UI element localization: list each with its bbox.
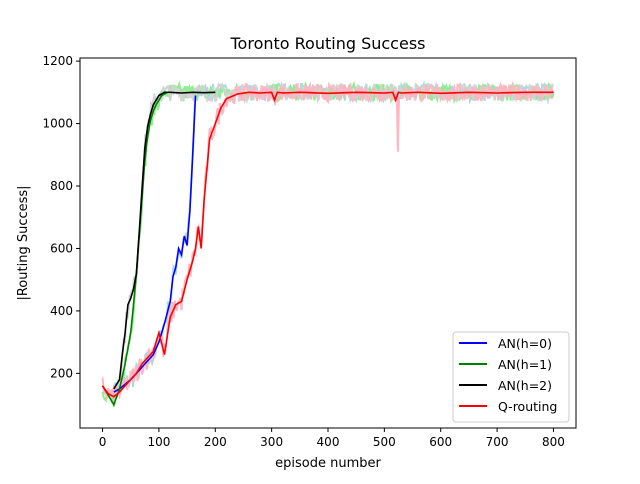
legend-label: AN(h=2) xyxy=(498,378,552,393)
legend-label: AN(h=0) xyxy=(498,336,552,351)
chart-title: Toronto Routing Success xyxy=(230,34,426,53)
x-tick-label: 0 xyxy=(99,435,107,449)
y-tick-label: 600 xyxy=(50,241,73,255)
legend-box xyxy=(452,331,570,423)
x-axis-label: episode number xyxy=(275,456,381,471)
plot-area xyxy=(101,80,555,408)
raw-trace-3 xyxy=(101,80,555,406)
legend-label: AN(h=1) xyxy=(498,357,552,372)
x-axis: 0 100 200 300 400 500 600 700 800 xyxy=(99,428,565,449)
y-tick-label: 800 xyxy=(50,179,73,193)
y-axis: 200 400 600 800 1000 1200 xyxy=(42,54,80,380)
x-tick-label: 700 xyxy=(486,435,509,449)
x-tick-label: 600 xyxy=(429,435,452,449)
y-tick-label: 1000 xyxy=(42,117,73,131)
x-tick-label: 200 xyxy=(204,435,227,449)
y-tick-label: 1200 xyxy=(42,54,73,68)
x-tick-label: 300 xyxy=(260,435,283,449)
x-tick-label: 500 xyxy=(373,435,396,449)
legend: AN(h=0) AN(h=1) AN(h=2) Q-routing xyxy=(452,331,570,423)
series-line-3 xyxy=(101,91,554,398)
y-axis-label: |Routing Success| xyxy=(16,185,31,300)
x-tick-label: 400 xyxy=(317,435,340,449)
x-tick-label: 800 xyxy=(542,435,565,449)
series-line-2 xyxy=(113,91,216,390)
legend-label: Q-routing xyxy=(498,399,557,414)
y-tick-label: 200 xyxy=(50,366,73,380)
y-tick-label: 400 xyxy=(50,304,73,318)
x-tick-label: 100 xyxy=(147,435,170,449)
